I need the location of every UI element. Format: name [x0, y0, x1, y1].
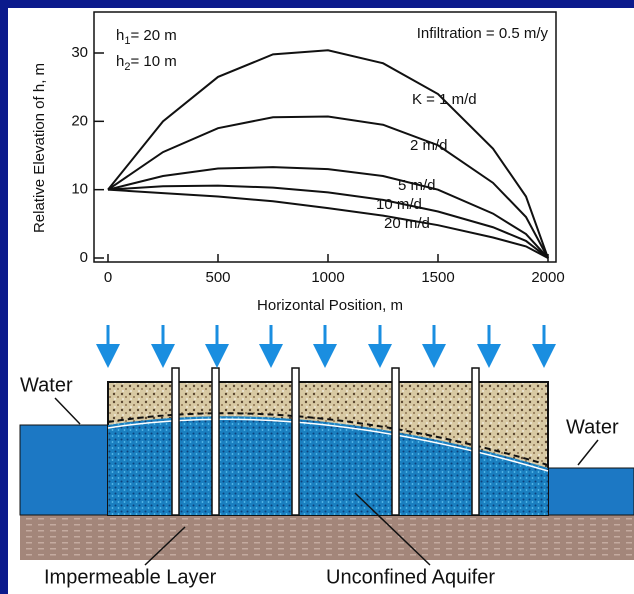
y-tick-label: 10 [71, 181, 88, 198]
water-left [19, 424, 109, 516]
label: Water [566, 416, 619, 438]
y-axis-title: Relative Elevation of h, m [31, 63, 48, 233]
well [171, 367, 180, 516]
well [471, 367, 480, 516]
curve [107, 188, 549, 259]
diagram: Water Water Impermeable Layer Unconfined… [19, 325, 634, 588]
leaders [54, 397, 599, 566]
h2-label: h2= 10 m [116, 53, 177, 73]
label: Unconfined Aquifer [326, 566, 495, 588]
x-tick-label: 1000 [311, 269, 344, 286]
x-tick-label: 1500 [421, 269, 454, 286]
water-table-edge [107, 418, 549, 472]
label: Impermeable Layer [44, 566, 217, 588]
h1-label: h1= 20 m [116, 27, 177, 47]
y-tick-label: 30 [71, 44, 88, 61]
curve [107, 115, 549, 259]
plot-frame [93, 11, 557, 263]
label: Water [20, 374, 73, 396]
well [211, 367, 220, 516]
well [391, 367, 400, 516]
annotation: Infiltration = 0.5 m/y [417, 25, 549, 42]
x-tick-label: 0 [104, 269, 112, 286]
x-tick-label: 2000 [531, 269, 564, 286]
wells [171, 367, 480, 516]
curve [107, 166, 549, 259]
y-tick-label: 0 [80, 249, 88, 266]
series-label: 2 m/d [410, 137, 448, 154]
y-tick-label: 20 [71, 112, 88, 129]
well [291, 367, 300, 516]
curve [107, 49, 549, 259]
curve [107, 184, 549, 259]
series-label: 10 m/d [376, 196, 422, 213]
x-axis-title: Horizontal Position, m [257, 297, 403, 314]
infiltration-arrows [96, 325, 556, 368]
water-right [547, 467, 634, 516]
impermeable-layer [20, 515, 634, 560]
water-table [107, 412, 549, 466]
series-label: K = 1 m/d [412, 91, 477, 108]
x-tick-label: 500 [205, 269, 230, 286]
series-label: 20 m/d [384, 215, 430, 232]
series-label: 5 m/d [398, 177, 436, 194]
